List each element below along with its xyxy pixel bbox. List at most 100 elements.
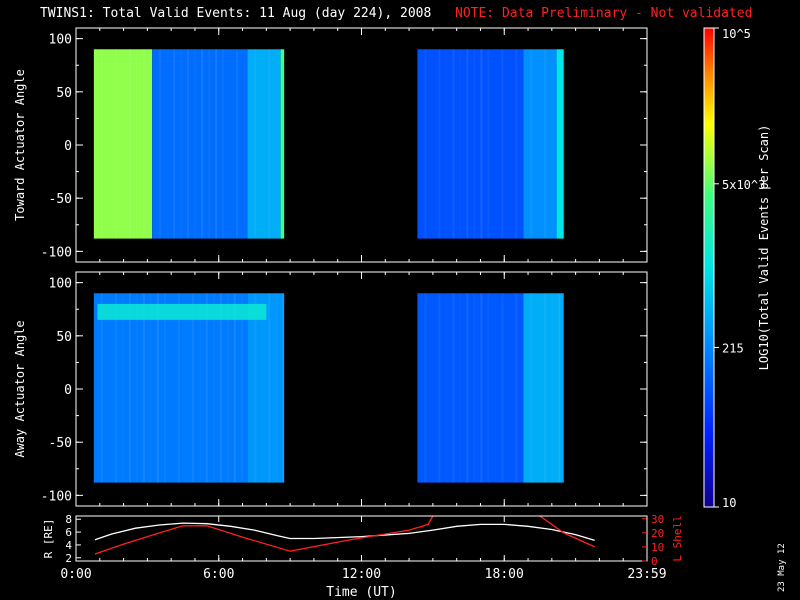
y-axis-label: Toward Actuator Angle (13, 69, 27, 221)
heatmap-texture (558, 293, 561, 483)
heatmap-panel-toward: -100 -50 0 50 100 Toward Actuator Angle (13, 27, 648, 263)
heatmap-texture (205, 293, 208, 483)
heatmap-texture (227, 293, 229, 482)
x-axis-label: Time (UT) (326, 585, 396, 600)
heatmap-texture (537, 49, 539, 238)
l-shell-line (539, 516, 595, 548)
heatmap-texture (142, 49, 145, 239)
preliminary-note: NOTE: Data Preliminary - Not validated (455, 6, 753, 21)
heatmap-texture (551, 293, 553, 482)
colorbar-tick-label: 215 (722, 341, 744, 355)
x-tick-label: 23:59 (627, 567, 666, 582)
heatmap-texture (480, 293, 483, 483)
heatmap-texture (150, 293, 152, 482)
heatmap-texture (142, 293, 145, 483)
heatmap-texture (114, 293, 117, 483)
y-tick-label: 100 (49, 277, 72, 292)
x-tick-label: 6:00 (203, 567, 234, 582)
heatmap-texture (438, 293, 441, 483)
heatmap-texture (254, 49, 257, 239)
heatmap-segment (152, 49, 248, 239)
colorbar-tick-label: 10 (722, 496, 736, 510)
heatmap-texture (487, 49, 490, 239)
heatmap-texture (128, 293, 131, 483)
heatmap-texture (122, 293, 124, 482)
l-shell-tick-label: 20 (651, 527, 664, 540)
heatmap-texture (185, 293, 187, 482)
chart-title: TWINS1: Total Valid Events: 11 Aug (day … (40, 6, 432, 21)
colorbar: 10 215 5x10^3 10^5 LOG10(Total Valid Events … (703, 27, 771, 510)
heatmap-texture (100, 49, 103, 239)
y-tick-label: 50 (56, 86, 72, 101)
heatmap-texture (233, 293, 236, 483)
x-tick-label: 18:00 (485, 567, 524, 582)
y-tick-label: 0 (64, 383, 72, 398)
heatmap-texture (473, 293, 475, 482)
heatmap-texture (530, 49, 533, 239)
heatmap-segment (247, 49, 281, 239)
date-stamp: 23 May 12 (777, 543, 787, 592)
heatmap-texture (515, 293, 518, 483)
heatmap-texture (438, 49, 441, 239)
y-tick-label: -50 (49, 192, 72, 207)
y-axis-label: Away Actuator Angle (13, 320, 27, 457)
y-tick-label: -50 (49, 436, 72, 451)
heatmap-texture (459, 49, 461, 238)
l-shell-tick-label: 10 (651, 541, 664, 554)
heatmap-texture (480, 49, 483, 239)
r-tick-label: 4 (65, 539, 72, 552)
heatmap-segment (280, 49, 285, 239)
heatmap-texture (445, 49, 447, 238)
heatmap-feature (97, 303, 267, 320)
y-tick-label: 0 (64, 139, 72, 154)
colorbar-label: LOG10(Total Valid Events per Scan) (757, 125, 771, 371)
heatmap-texture (431, 293, 433, 482)
heatmap-texture (199, 293, 201, 482)
heatmap-panels: -100 -50 0 50 100 Toward Actuator Angle -100 -5… (13, 27, 648, 507)
heatmap-texture (544, 293, 547, 483)
heatmap-texture (487, 293, 490, 483)
heatmap-segment (93, 293, 248, 483)
heatmap-texture (208, 49, 210, 238)
colorbar-tick-label: 5x10^3 (722, 178, 765, 192)
heatmap-texture (156, 293, 159, 483)
heatmap-texture (191, 293, 194, 483)
heatmap-texture (254, 293, 257, 483)
heatmap-texture (563, 49, 566, 239)
orbit-radius-line (94, 522, 595, 542)
l-shell-tick-label: 0 (651, 555, 658, 568)
heatmap-texture (424, 49, 427, 239)
heatmap-texture (222, 49, 225, 239)
heatmap-texture (213, 293, 215, 482)
heatmap-texture (261, 293, 263, 482)
heatmap-texture (177, 293, 180, 483)
heatmap-texture (459, 293, 461, 482)
heatmap-panel-away: -100 -50 0 50 100 Away Actuator Angle (13, 271, 648, 507)
heatmap-texture (466, 293, 469, 483)
heatmap-texture (424, 293, 427, 483)
heatmap-texture (163, 293, 166, 483)
heatmap-texture (501, 293, 504, 483)
r-tick-label: 2 (65, 552, 72, 565)
heatmap-texture (473, 49, 475, 238)
heatmap-texture (445, 293, 447, 482)
colorbar-tick-label: 10^5 (722, 27, 751, 41)
heatmap-texture (452, 293, 455, 483)
heatmap-texture (551, 49, 553, 238)
heatmap-segment (556, 49, 564, 239)
heatmap-texture (501, 49, 504, 239)
heatmap-texture (108, 293, 110, 482)
heatmap-texture (136, 293, 138, 482)
heatmap-texture (530, 293, 533, 483)
heatmap-texture (282, 293, 285, 483)
heatmap-texture (136, 49, 138, 238)
heatmap-texture (173, 49, 176, 239)
x-tick-label: 12:00 (342, 567, 381, 582)
heatmap-texture (508, 49, 510, 238)
y-tick-label: 100 (49, 33, 72, 48)
heatmap-texture (268, 293, 271, 483)
x-tick-label: 0:00 (60, 567, 91, 582)
heatmap-segment (417, 293, 524, 483)
l-shell-tick-label: 30 (651, 513, 664, 526)
heatmap-texture (100, 293, 103, 483)
